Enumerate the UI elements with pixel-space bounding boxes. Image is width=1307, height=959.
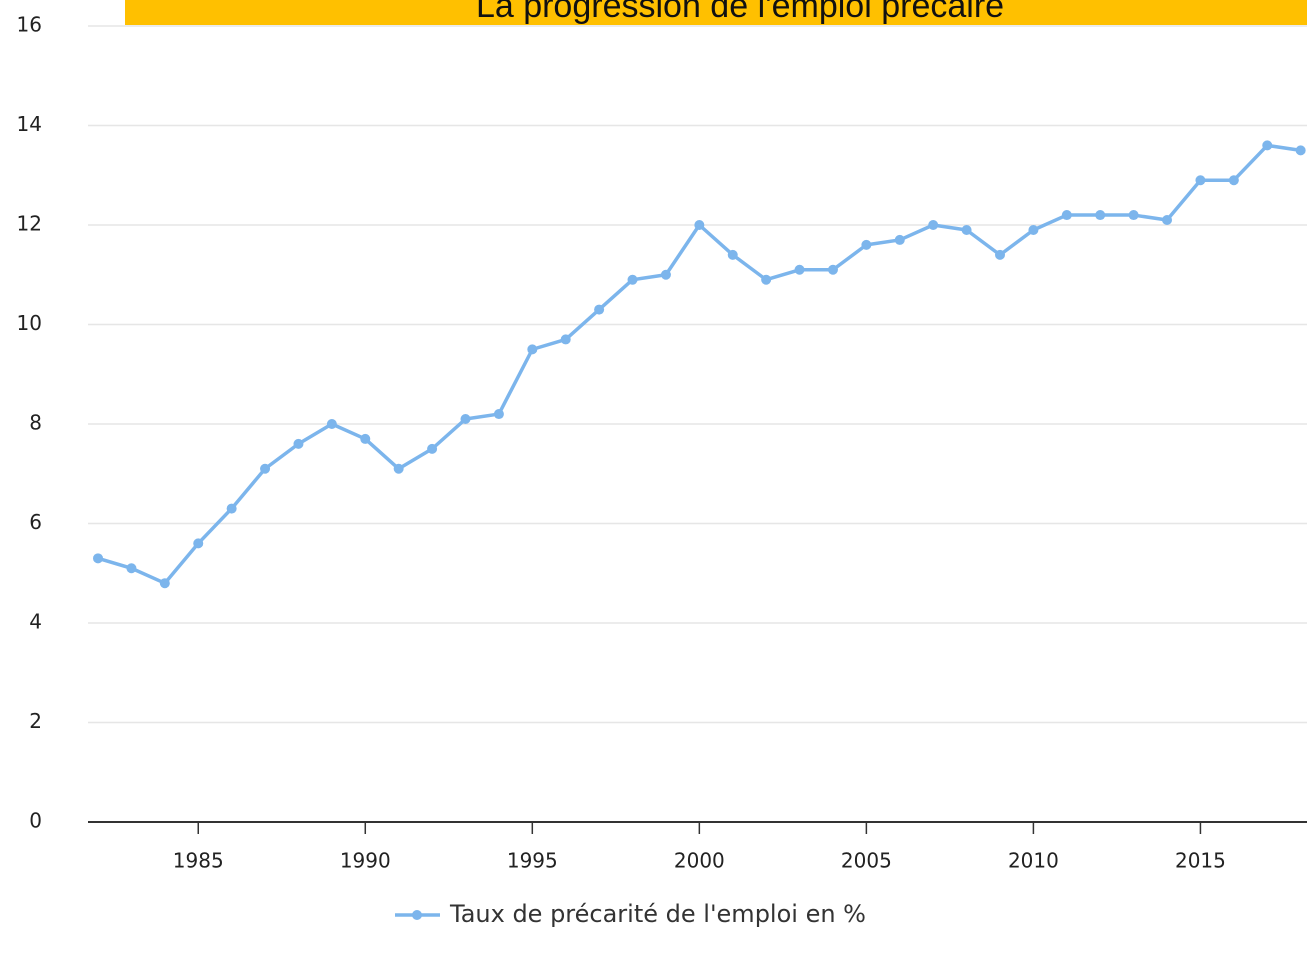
point [894,234,905,245]
point [594,304,605,315]
y-tick-label: 8 [29,411,42,435]
point [1228,175,1239,186]
point [326,419,337,429]
point [995,249,1005,260]
point [827,264,838,275]
point [393,463,404,474]
point [1162,215,1173,226]
point [159,578,170,589]
x-tick-label: 1990 [340,849,391,873]
point [961,224,972,235]
x-tick-label: 2000 [674,849,725,873]
x-tick-label: 2010 [1008,849,1059,873]
point [260,463,271,474]
chart-title: La progression de l'emploi précaire [476,0,1004,25]
point [126,563,137,574]
point [928,220,939,230]
point [727,249,738,260]
point [1128,210,1139,221]
point [493,409,504,420]
point [527,344,538,355]
point [1095,210,1106,221]
point [427,443,438,454]
point [694,220,705,230]
point [93,553,104,564]
legend-marker [412,910,422,920]
y-tick-label: 16 [17,13,42,37]
point [861,239,872,250]
x-tick-label: 2015 [1175,849,1226,873]
point [1262,140,1273,151]
title-box [125,0,1307,25]
plot: 0 2 4 6 8 10 12 14 16 1985 1990 1995 2000 2005 2010 201… [17,13,1307,928]
point [1061,210,1072,221]
legend-label: Taux de précarité de l'emploi en % [449,900,866,928]
point [1195,175,1206,186]
y-tick-label: 2 [29,709,42,733]
point [761,274,772,285]
y-tick-label: 12 [17,212,42,236]
point [660,269,671,280]
point [193,538,204,549]
point [794,264,805,275]
point [560,334,571,345]
point [460,414,471,425]
point [1028,224,1039,235]
y-tick-label: 10 [17,311,42,335]
point [293,438,304,449]
x-tick-label: 1995 [507,849,558,873]
point [1295,145,1306,156]
point [360,433,371,444]
y-tick-label: 4 [29,610,42,634]
series-line [97,143,1301,585]
y-tick-label: 14 [17,112,42,136]
y-tick-label: 6 [29,510,42,534]
point [627,274,638,285]
y-tick-label: 0 [29,809,42,833]
x-tick-label: 2005 [841,849,892,873]
x-tick-label: 1985 [173,849,224,873]
point [226,503,237,514]
